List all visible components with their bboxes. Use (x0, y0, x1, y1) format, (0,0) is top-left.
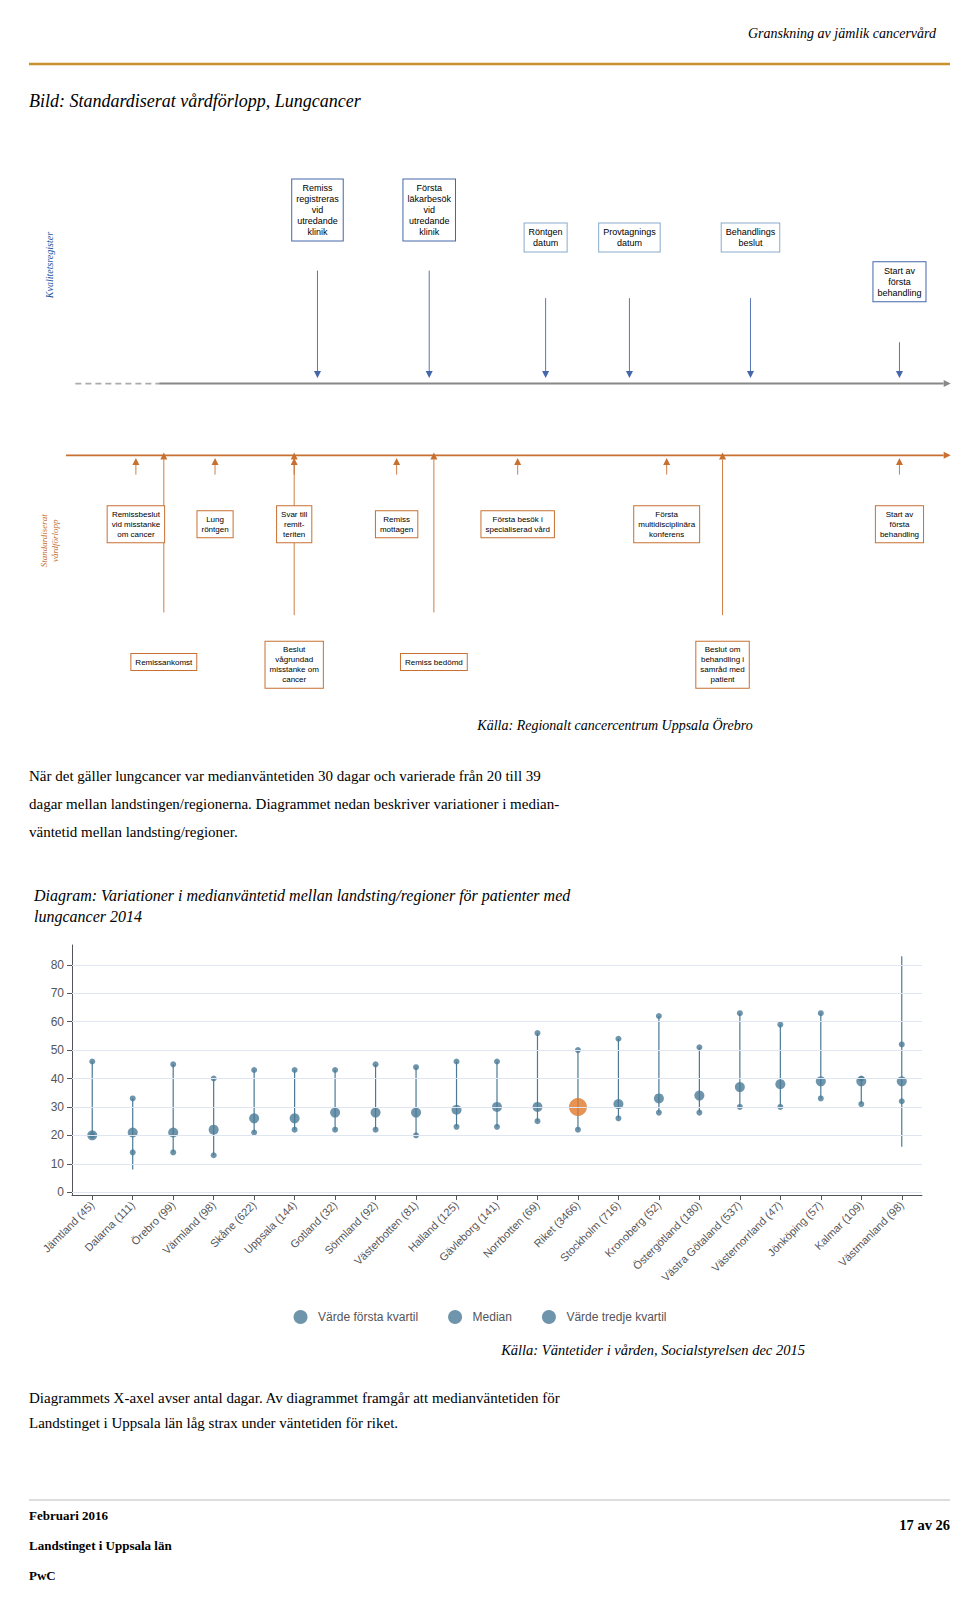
svg-text:0: 0 (57, 1185, 64, 1199)
svg-text:beslut: beslut (738, 238, 763, 248)
svg-text:Norrbotten (69): Norrbotten (69) (481, 1199, 542, 1260)
svg-text:Median: Median (473, 1310, 512, 1324)
svg-text:dagar mellan landstingen/regio: dagar mellan landstingen/regionerna. Dia… (29, 796, 559, 812)
svg-text:Diagrammets X-axel avser antal: Diagrammets X-axel avser antal dagar. Av… (29, 1390, 560, 1406)
svg-text:behandling: behandling (877, 288, 921, 298)
svg-text:vårdförlopp: vårdförlopp (50, 519, 60, 562)
svg-text:Landstinget i Uppsala län låg: Landstinget i Uppsala län låg strax unde… (29, 1415, 398, 1431)
svg-text:misstanke om: misstanke om (270, 665, 320, 674)
svg-text:första: första (889, 520, 910, 529)
svg-text:datum: datum (617, 238, 642, 248)
svg-text:väntetid mellan landsting/regi: väntetid mellan landsting/regioner. (29, 824, 238, 840)
svg-text:mottagen: mottagen (380, 525, 413, 534)
svg-text:Uppsala (144): Uppsala (144) (242, 1199, 299, 1256)
svg-text:Första besök i: Första besök i (493, 515, 543, 524)
svg-text:PwC: PwC (29, 1568, 56, 1583)
svg-text:Källa: Regionalt cancercentrum: Källa: Regionalt cancercentrum Uppsala Ö… (476, 717, 752, 733)
svg-text:20: 20 (51, 1128, 65, 1142)
svg-text:Örebro (99): Örebro (99) (128, 1198, 178, 1248)
svg-text:Stockholm (716): Stockholm (716) (557, 1198, 623, 1264)
svg-text:Värde tredje kvartil: Värde tredje kvartil (566, 1310, 666, 1324)
svg-text:Gävleborg (141): Gävleborg (141) (436, 1198, 502, 1264)
svg-text:Provtagnings: Provtagnings (603, 227, 656, 237)
svg-text:Första: Första (655, 510, 678, 519)
svg-text:registreras: registreras (296, 194, 339, 204)
svg-text:60: 60 (51, 1015, 65, 1029)
svg-text:Start av: Start av (884, 266, 916, 276)
svg-text:multidisciplinära: multidisciplinära (638, 520, 695, 529)
svg-text:När det gäller lungcancer var: När det gäller lungcancer var medianvänt… (29, 768, 541, 784)
svg-text:Februari 2016: Februari 2016 (29, 1508, 109, 1523)
svg-text:Halland (125): Halland (125) (405, 1198, 461, 1254)
svg-text:om cancer: om cancer (117, 530, 155, 539)
svg-text:Sörmland (92): Sörmland (92) (322, 1198, 380, 1257)
svg-text:Gotland (32): Gotland (32) (287, 1198, 340, 1251)
svg-text:Värde första kvartil: Värde första kvartil (318, 1310, 418, 1324)
svg-text:Värmland (98): Värmland (98) (160, 1199, 218, 1257)
svg-text:Riket (3466): Riket (3466) (531, 1198, 583, 1250)
svg-text:Västerbotten (81): Västerbotten (81) (352, 1199, 421, 1268)
svg-text:klinik: klinik (307, 227, 328, 237)
svg-text:Beslut: Beslut (283, 645, 306, 654)
svg-text:Jämtland (45): Jämtland (45) (40, 1198, 97, 1255)
svg-text:Beslut om: Beslut om (705, 645, 741, 654)
svg-text:Standardiserat: Standardiserat (39, 514, 49, 568)
svg-text:Remiss: Remiss (383, 515, 410, 524)
svg-text:röntgen: röntgen (201, 525, 228, 534)
svg-text:Skåne (622): Skåne (622) (207, 1198, 259, 1250)
svg-text:10: 10 (51, 1157, 65, 1171)
svg-text:teriten: teriten (283, 530, 305, 539)
svg-text:80: 80 (51, 958, 65, 972)
svg-text:Remissankomst: Remissankomst (135, 658, 193, 667)
svg-text:lungcancer 2014: lungcancer 2014 (34, 908, 142, 926)
svg-text:samråd med: samråd med (700, 665, 744, 674)
svg-text:vid: vid (423, 205, 435, 215)
svg-text:Granskning av jämlik cancervår: Granskning av jämlik cancervård (748, 26, 937, 41)
svg-text:Västernorrland (47): Västernorrland (47) (709, 1199, 784, 1274)
svg-text:Remiss: Remiss (302, 183, 333, 193)
svg-text:70: 70 (51, 986, 65, 1000)
svg-text:datum: datum (533, 238, 558, 248)
svg-text:40: 40 (51, 1072, 65, 1086)
svg-text:vid misstanke: vid misstanke (112, 520, 161, 529)
svg-text:Kvalitetsregister: Kvalitetsregister (44, 232, 55, 299)
svg-text:50: 50 (51, 1043, 65, 1057)
svg-text:konferens: konferens (649, 530, 684, 539)
svg-text:klinik: klinik (419, 227, 440, 237)
svg-text:Västmanland (98): Västmanland (98) (836, 1199, 906, 1269)
svg-text:utredande: utredande (409, 216, 450, 226)
svg-text:Kalmar (109): Kalmar (109) (812, 1198, 866, 1253)
svg-text:Start av: Start av (886, 510, 914, 519)
svg-text:Svar till: Svar till (281, 510, 307, 519)
svg-text:läkarbesök: läkarbesök (407, 194, 451, 204)
svg-text:första: första (888, 277, 911, 287)
svg-text:Dalarna (111): Dalarna (111) (82, 1199, 137, 1254)
svg-text:vågrundad: vågrundad (275, 655, 313, 664)
svg-text:behandling i: behandling i (701, 655, 744, 664)
svg-text:remit-: remit- (284, 520, 305, 529)
svg-text:Röntgen: Röntgen (529, 227, 563, 237)
svg-text:Jönköping (57): Jönköping (57) (765, 1199, 825, 1259)
svg-text:Diagram: Variationer i medianv: Diagram: Variationer i medianväntetid me… (33, 887, 571, 905)
svg-text:Behandlings: Behandlings (726, 227, 776, 237)
svg-text:Västra Götaland (537): Västra Götaland (537) (659, 1199, 744, 1284)
svg-text:specialiserad vård: specialiserad vård (485, 525, 549, 534)
svg-text:vid: vid (312, 205, 324, 215)
svg-text:behandling: behandling (880, 530, 919, 539)
svg-text:patient: patient (711, 675, 736, 684)
svg-text:utredande: utredande (297, 216, 338, 226)
svg-text:Första: Första (416, 183, 442, 193)
svg-text:Landstinget i Uppsala län: Landstinget i Uppsala län (29, 1538, 172, 1553)
svg-text:Remissbeslut: Remissbeslut (112, 510, 161, 519)
svg-text:30: 30 (51, 1100, 65, 1114)
svg-text:17 av 26: 17 av 26 (899, 1517, 950, 1533)
svg-text:Bild: Standardiserat vårdförlo: Bild: Standardiserat vårdförlopp, Lungca… (29, 91, 362, 111)
svg-text:Remiss bedömd: Remiss bedömd (405, 658, 463, 667)
svg-text:Östergötland (180): Östergötland (180) (630, 1199, 703, 1272)
svg-text:Lung: Lung (206, 515, 224, 524)
svg-text:Kronoberg (52): Kronoberg (52) (602, 1198, 664, 1260)
svg-text:cancer: cancer (282, 675, 306, 684)
svg-text:Källa: Väntetider i vården, So: Källa: Väntetider i vården, Socialstyrel… (500, 1342, 805, 1358)
